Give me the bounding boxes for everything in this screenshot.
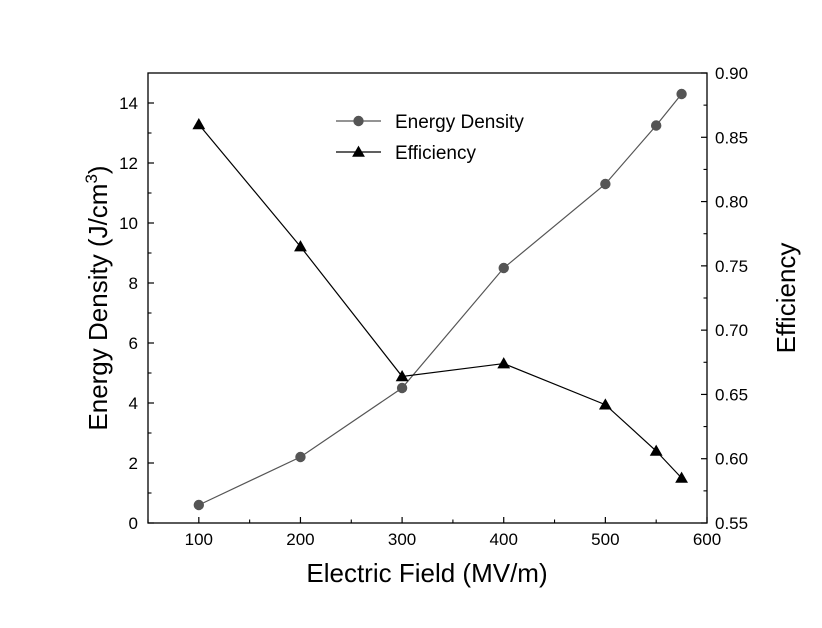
- legend-marker-efficiency: [352, 145, 365, 157]
- energy-density-point: [295, 451, 306, 463]
- energy-density-point: [396, 382, 408, 394]
- y-right-tick-label: 0.80: [715, 193, 748, 212]
- y-right-tick-label: 0.90: [715, 64, 748, 83]
- efficiency-point: [598, 398, 612, 410]
- y-right-tick-label: 0.55: [715, 514, 748, 533]
- legend-label-efficiency: Efficiency: [395, 143, 476, 164]
- y-right-tick-label: 0.85: [715, 128, 748, 147]
- y-left-axis-title: Energy Density (J/cm3): [82, 165, 113, 430]
- energy-density-point: [193, 499, 205, 511]
- y-left-tick-label: 6: [129, 334, 138, 353]
- y-right-tick-label: 0.65: [715, 385, 748, 404]
- x-tick-label: 400: [490, 530, 518, 549]
- legend-marker-energy-density: [353, 115, 364, 127]
- y-left-axis-title-sup: 3: [82, 174, 101, 183]
- x-tick-label: 100: [185, 530, 213, 549]
- efficiency-point: [192, 118, 206, 130]
- efficiency-point: [294, 240, 307, 252]
- y-left-tick-label: 2: [129, 454, 138, 473]
- efficiency-point: [497, 357, 511, 369]
- y-left-tick-label: 8: [129, 274, 138, 293]
- x-tick-label: 500: [591, 530, 619, 549]
- y-right-axis-title: Efficiency: [771, 243, 801, 354]
- plot-frame: [147, 72, 708, 524]
- x-axis-title: Electric Field (MV/m): [306, 558, 547, 588]
- efficiency-point: [649, 444, 663, 456]
- y-left-tick-label: 14: [119, 94, 138, 113]
- x-tick-label: 300: [388, 530, 416, 549]
- energy-density-point: [676, 88, 687, 100]
- efficiency-point: [675, 471, 688, 483]
- y-right-tick-label: 0.60: [715, 450, 748, 469]
- y-right-tick-label: 0.70: [715, 321, 748, 340]
- legend-label-energy-density: Energy Density: [395, 112, 524, 133]
- efficiency-point: [395, 370, 409, 382]
- x-tick-label: 200: [286, 530, 314, 549]
- x-tick-label: 600: [693, 530, 721, 549]
- y-left-tick-label: 12: [119, 154, 138, 173]
- y-left-tick-label: 0: [129, 514, 138, 533]
- y-left-tick-label: 4: [129, 394, 138, 413]
- y-right-tick-label: 0.75: [715, 257, 748, 276]
- energy-density-point: [498, 262, 509, 274]
- energy-density-point: [600, 178, 611, 190]
- y-left-tick-label: 10: [119, 214, 138, 233]
- energy-density-point: [650, 120, 662, 131]
- y-left-axis-title-main: Energy Density (J/cm: [83, 184, 113, 431]
- y-left-axis-title-close: ): [83, 165, 113, 174]
- efficiency-line: [198, 124, 683, 479]
